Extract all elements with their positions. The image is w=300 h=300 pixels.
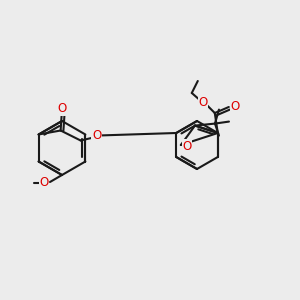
Text: O: O	[57, 102, 66, 115]
Text: O: O	[198, 95, 207, 109]
Text: O: O	[230, 100, 239, 112]
Text: O: O	[182, 140, 191, 152]
Text: O: O	[39, 176, 49, 190]
Text: O: O	[92, 129, 101, 142]
